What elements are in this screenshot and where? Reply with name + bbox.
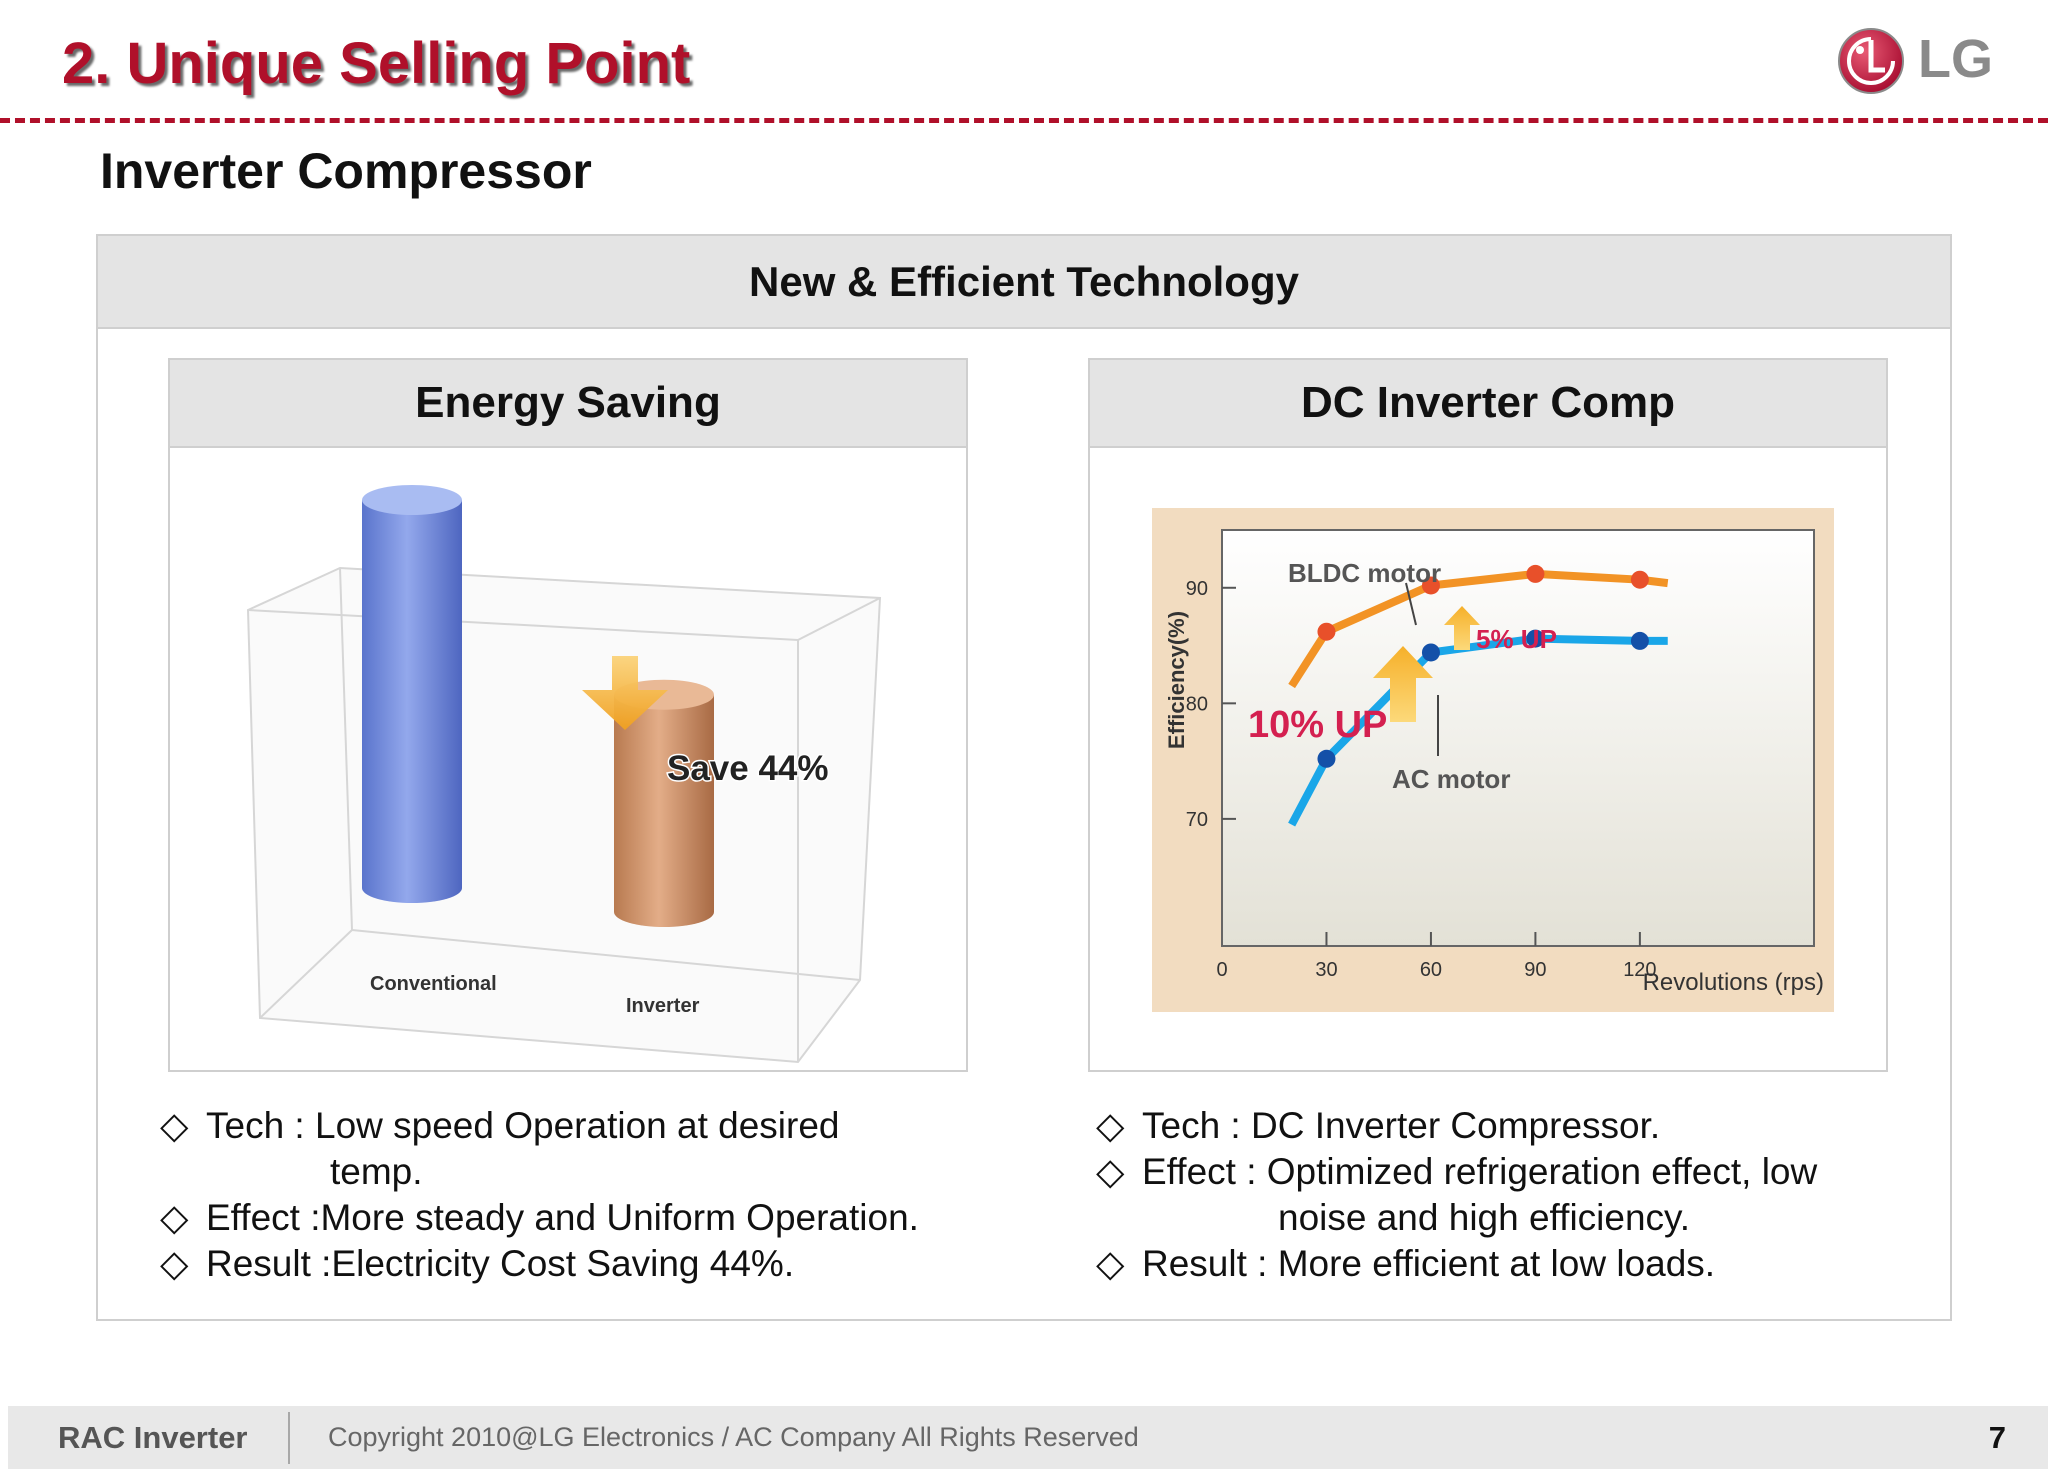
series-ac-motor <box>1288 629 1668 827</box>
bullet-item: ◇ Effect :More steady and Uniform Operat… <box>160 1195 980 1241</box>
dc-inverter-bullets: ◇ Tech : DC Inverter Compressor. ◇ Effec… <box>1096 1103 1956 1287</box>
axis-ticks: 0 30 60 90 120 70 80 90 <box>1186 578 1657 981</box>
bar-conventional <box>362 485 462 903</box>
decrease-arrow-icon <box>582 656 668 730</box>
x-tick-label: 30 <box>1315 959 1337 981</box>
lg-face-logo <box>1838 28 1904 94</box>
bar-body <box>614 694 714 927</box>
bullet-text-continued: temp. <box>330 1151 423 1192</box>
diamond-bullet-icon: ◇ <box>160 1105 189 1146</box>
x-axis-label: Revolutions (rps) <box>1643 969 1824 996</box>
series-point <box>1421 643 1440 662</box>
x-tick-label: 0 <box>1216 959 1227 981</box>
title-divider <box>0 118 2048 123</box>
series-point <box>1317 749 1336 768</box>
energy-saving-bullets: ◇ Tech : Low speed Operation at desired … <box>160 1103 980 1287</box>
x-tick-label: 60 <box>1420 959 1442 981</box>
category-label-inverter: Inverter <box>626 995 700 1017</box>
dc-inverter-header: DC Inverter Comp <box>1090 360 1886 448</box>
bullet-item: ◇ Result : More efficient at low loads. <box>1096 1241 1956 1287</box>
category-label-conventional: Conventional <box>370 973 497 995</box>
logo-text: LG <box>1918 29 1993 89</box>
ten-percent-up-label: 10% UP <box>1248 704 1387 746</box>
y-tick-label: 70 <box>1186 809 1208 831</box>
diamond-bullet-icon: ◇ <box>1096 1105 1125 1146</box>
bldc-motor-label: BLDC motor <box>1288 558 1441 588</box>
footer-brand: RAC Inverter <box>58 1420 248 1455</box>
bullet-text: Tech : Low speed Operation at desired <box>206 1105 840 1146</box>
series-point <box>1630 570 1649 589</box>
bullet-text-continued: noise and high efficiency. <box>1278 1197 1691 1238</box>
series-point <box>1317 622 1336 641</box>
y-tick-label: 90 <box>1186 578 1208 600</box>
bullet-text: Effect : Optimized refrigeration effect,… <box>1142 1151 1818 1192</box>
diamond-bullet-icon: ◇ <box>1096 1243 1125 1284</box>
x-tick-label: 90 <box>1524 959 1546 981</box>
diamond-bullet-icon: ◇ <box>160 1197 189 1238</box>
bldc-leader-line <box>1405 582 1417 626</box>
footer-copyright: Copyright 2010@LG Electronics / AC Compa… <box>328 1422 1139 1452</box>
section-header: New & Efficient Technology <box>98 236 1950 329</box>
ten-percent-up-arrow-icon <box>1373 646 1433 722</box>
footer: RAC Inverter Copyright 2010@LG Electroni… <box>8 1406 2048 1469</box>
five-percent-up-arrow-icon <box>1444 606 1480 650</box>
energy-saving-chart: Save 44% Conventional Inverter <box>246 485 882 1064</box>
footer-divider <box>288 1412 290 1464</box>
diamond-bullet-icon: ◇ <box>1096 1151 1125 1192</box>
series-point <box>1526 564 1545 583</box>
chart-box-frame <box>246 566 882 1064</box>
dc-inverter-panel: DC Inverter Comp 0 30 60 90 120 70 80 90 BLDC m… <box>1088 358 1888 1072</box>
page-subtitle: Inverter Compressor <box>100 143 592 199</box>
bullet-item: ◇ Effect : Optimized refrigeration effec… <box>1096 1149 1956 1241</box>
series-point <box>1630 631 1649 650</box>
x-tick-label: 120 <box>1623 959 1656 981</box>
y-axis-label: Efficiency(%) <box>1164 611 1189 749</box>
bullet-item: ◇ Result :Electricity Cost Saving 44%. <box>160 1241 980 1287</box>
energy-saving-header: Energy Saving <box>170 360 966 448</box>
plot-area <box>1221 529 1815 947</box>
bullet-item: ◇ Tech : DC Inverter Compressor. <box>1096 1103 1956 1149</box>
page-number: 7 <box>1988 1420 2006 1455</box>
bullet-text: Result : More efficient at low loads. <box>1142 1243 1716 1284</box>
diamond-bullet-icon: ◇ <box>160 1243 189 1284</box>
y-tick-label: 80 <box>1186 693 1208 715</box>
five-percent-up-label: 5% UP <box>1476 624 1557 654</box>
bar-body <box>362 500 462 903</box>
bullet-text: Tech : DC Inverter Compressor. <box>1142 1105 1661 1146</box>
series-point <box>1421 576 1440 595</box>
slide-title: 2. Unique Selling Point <box>62 31 691 96</box>
efficiency-chart: 0 30 60 90 120 70 80 90 BLDC motor AC motor 10%… <box>1152 508 1834 1012</box>
series-point <box>1526 629 1545 648</box>
series-bldc-motor <box>1288 564 1669 689</box>
energy-saving-panel: Energy Saving <box>168 358 968 1072</box>
bullet-text: Result :Electricity Cost Saving 44%. <box>206 1243 795 1284</box>
ac-motor-label: AC motor <box>1392 764 1510 794</box>
efficiency-series <box>1288 564 1669 827</box>
bullet-item: ◇ Tech : Low speed Operation at desired … <box>160 1103 980 1195</box>
bar-top <box>362 485 462 515</box>
energy-bars <box>362 485 714 927</box>
save-annotation: Save 44% <box>667 749 829 788</box>
bullet-text: Effect :More steady and Uniform Operatio… <box>206 1197 919 1238</box>
